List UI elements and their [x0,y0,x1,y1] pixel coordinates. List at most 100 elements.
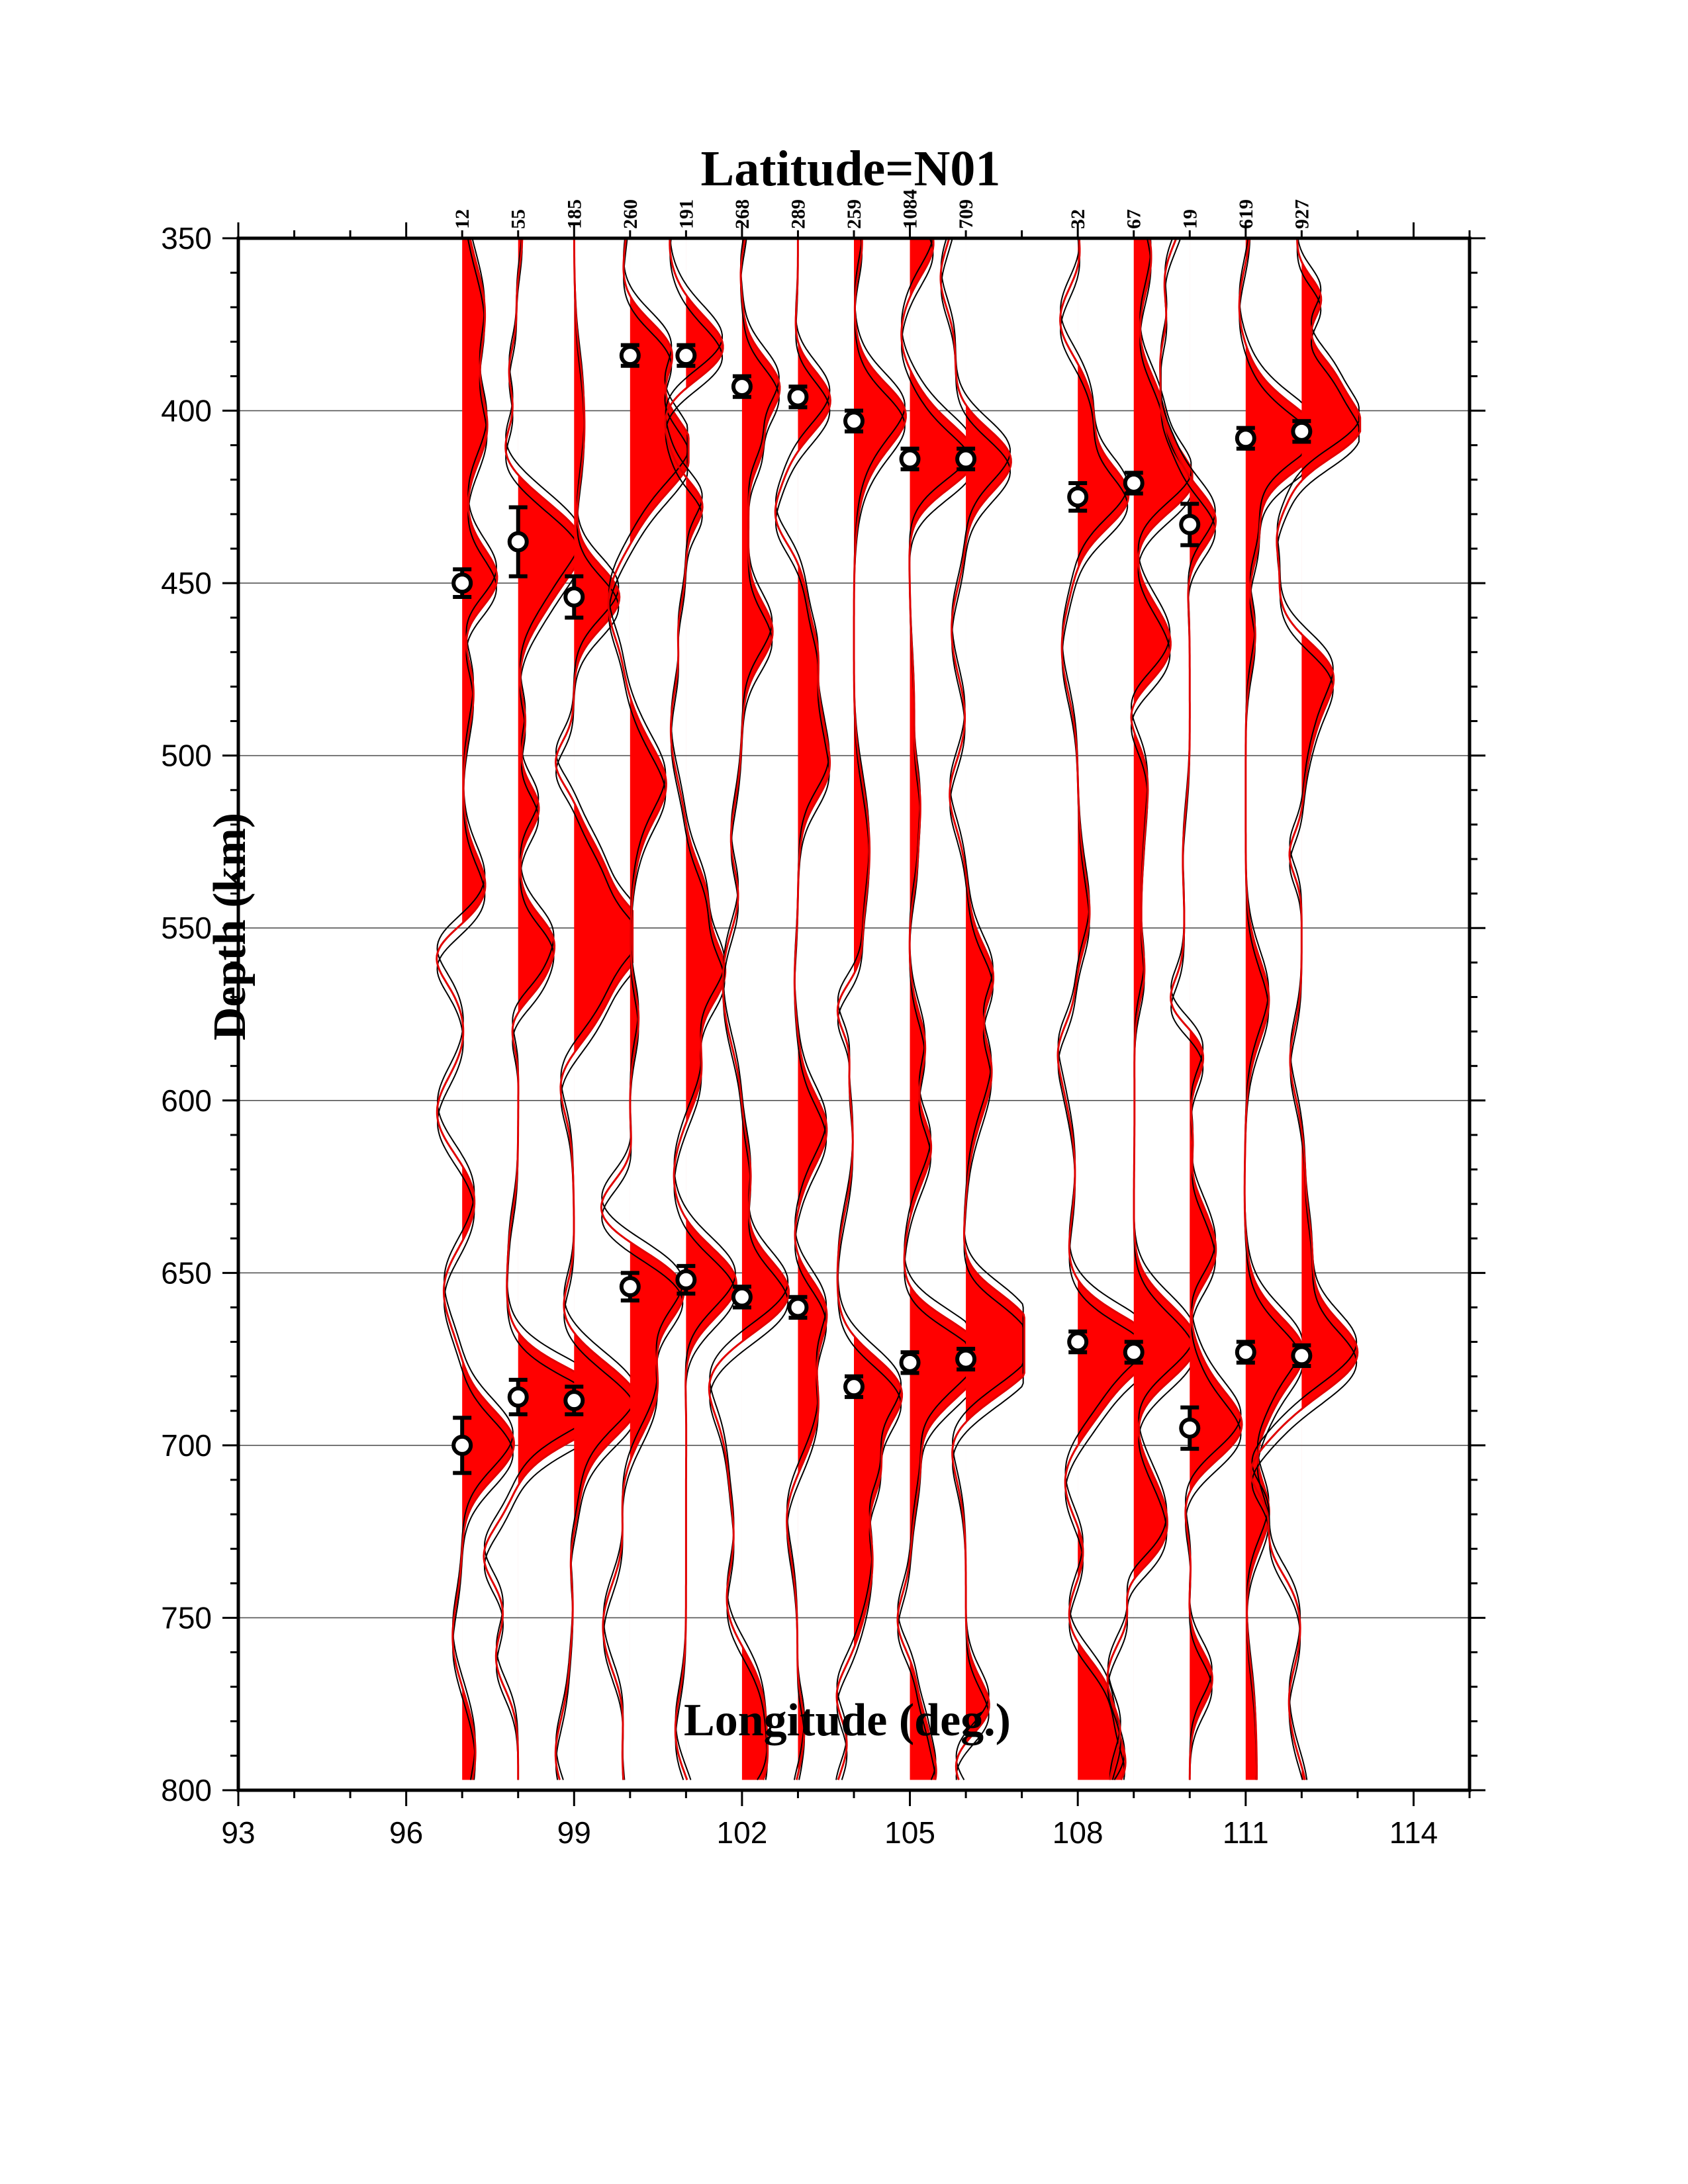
y-axis-title: Depth (km) [205,813,256,1040]
marker-group [451,343,1313,1475]
depth-marker-410-112 [1291,420,1313,442]
depth-marker-410-99 [563,586,585,608]
depth-marker-410-102 [731,376,753,398]
x-tick-label-114: 114 [1389,1815,1438,1850]
depth-marker-410-103 [787,386,809,408]
y-tick-label-350: 350 [161,221,212,255]
y-tick-label-600: 600 [161,1083,212,1118]
depth-marker-660-110 [1179,1417,1201,1439]
axis-ticks: 350 400 450 500 550 600 650 700 750 800 93 96 99 102 1… [161,221,1485,1850]
station-count-100: 260 [620,199,641,229]
trace-fill-109 [1133,238,1193,1780]
trace-bound-98-1 [483,238,577,1780]
depth-marker-660-100 [619,1276,641,1298]
trace-fill-103 [798,238,831,1780]
depth-marker-660-97 [451,1434,473,1456]
station-count-110: 19 [1179,209,1201,229]
depth-marker-410-106 [955,448,977,470]
depth-marker-660-103 [787,1297,809,1318]
trace-bound-106-1 [940,238,1024,1780]
trace-bound-99-1 [555,238,632,1780]
y-tick-label-750: 750 [161,1600,212,1635]
trace-bound-103-0 [774,238,831,1780]
station-count-99: 185 [563,199,585,229]
depth-marker-410-100 [619,345,641,367]
trace-mean-100 [600,238,690,1780]
trace-mean-104 [835,238,907,1780]
depth-marker-410-105 [899,448,921,470]
station-count-105: 1084 [900,189,921,229]
depth-marker-410-101 [675,345,697,367]
x-tick-label-96: 96 [389,1815,423,1850]
depth-marker-660-104 [843,1376,865,1398]
depth-marker-660-106 [955,1348,977,1370]
trace-mean-105 [896,238,970,1780]
depth-marker-410-110 [1179,514,1201,535]
y-tick-label-550: 550 [161,911,212,945]
trace-fill-110 [1190,238,1243,1780]
station-count-112: 927 [1291,199,1313,229]
trace-fill-104 [854,238,906,1780]
trace-mean-106 [939,238,1025,1780]
station-count-97: 12 [451,209,473,229]
trace-fill-98 [518,238,577,1780]
trace-fill-97 [462,238,514,1780]
trace-fill-100 [630,238,689,1780]
trace-mean-99 [554,238,634,1780]
station-count-108: 32 [1067,209,1089,229]
y-tick-label-450: 450 [161,566,212,600]
station-count-102: 268 [731,199,753,229]
trace-group [436,238,1362,1781]
trace-mean-110 [1159,238,1243,1780]
y-tick-label-650: 650 [161,1255,212,1290]
x-tick-label-99: 99 [557,1815,591,1850]
depth-marker-410-108 [1067,486,1089,508]
station-count-104: 259 [843,199,865,229]
trace-bound-112-0 [1251,238,1360,1780]
trace-fill-106 [966,238,1025,1780]
station-count-111: 619 [1235,199,1257,229]
trace-bound-110-0 [1160,238,1242,1780]
station-count-101: 191 [675,199,697,229]
station-count-98: 55 [508,209,530,229]
depth-marker-660-109 [1123,1342,1145,1363]
depth-marker-410-97 [451,572,473,594]
x-tick-label-93: 93 [221,1815,255,1850]
depth-marker-660-99 [563,1390,585,1412]
station-count-109: 67 [1123,209,1145,229]
trace-fill-105 [910,238,968,1780]
trace-mean-101 [664,238,737,1780]
trace-mean-102 [708,238,790,1780]
x-tick-label-108: 108 [1053,1815,1103,1850]
y-tick-label-400: 400 [161,394,212,428]
trace-bound-105-0 [897,238,968,1780]
x-tick-label-102: 102 [717,1815,768,1850]
trace-mean-97 [436,238,515,1780]
depth-marker-660-101 [675,1269,697,1291]
trace-mean-109 [1106,238,1194,1780]
depth-marker-660-98 [507,1386,529,1408]
depth-marker-660-112 [1291,1345,1313,1367]
y-tick-label-700: 700 [161,1428,212,1463]
trace-bound-98-0 [483,238,577,1780]
chart-title: Latitude=N01 [701,141,1001,197]
trace-bound-105-1 [897,238,968,1780]
x-tick-label-105: 105 [884,1815,935,1850]
station-count-labels: 12 55 185 260 191 268 289 259 1084 709 32 67 19 619 92… [451,189,1313,229]
trace-fill-111 [1245,238,1305,1780]
trace-fill-102 [741,238,789,1780]
station-count-106: 709 [955,199,977,229]
depth-marker-410-111 [1235,428,1256,449]
depth-marker-410-104 [843,410,865,432]
depth-marker-660-111 [1235,1342,1256,1363]
trace-bound-111-0 [1239,238,1304,1780]
x-tick-label-111: 111 [1223,1815,1269,1850]
trace-fill-101 [686,238,737,1780]
depth-marker-660-108 [1067,1331,1089,1353]
depth-marker-660-105 [899,1351,921,1373]
depth-marker-410-98 [507,531,529,553]
trace-mean-112 [1250,238,1362,1780]
x-axis-title: Longitude (deg.) [684,1695,1011,1746]
trace-fill-112 [1301,238,1360,1780]
